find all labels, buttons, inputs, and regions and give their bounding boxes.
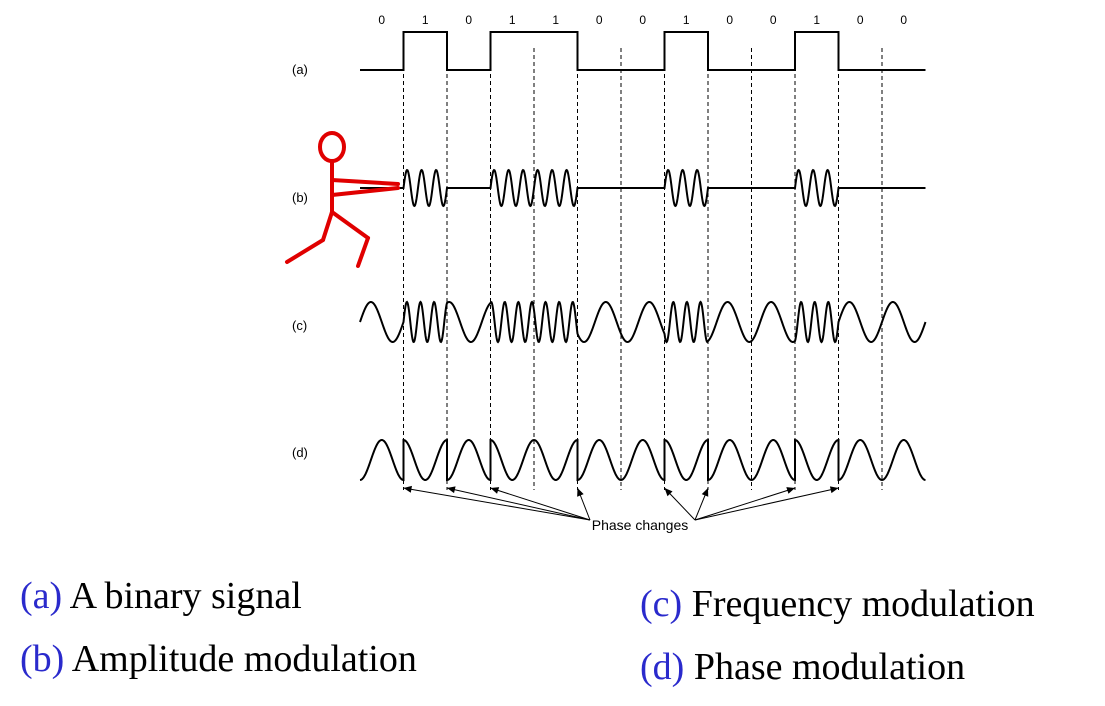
bit-label: 1 bbox=[813, 13, 820, 27]
amplitude-modulation-wave bbox=[360, 168, 926, 208]
phase-change-arrow bbox=[694, 487, 839, 521]
row-label-d: (d) bbox=[292, 445, 308, 460]
caption-a-tag: (a) bbox=[20, 575, 63, 617]
caption-c-text: Frequency modulation bbox=[691, 583, 1035, 625]
row-label-a: (a) bbox=[292, 62, 308, 77]
arrow-head bbox=[447, 486, 456, 494]
caption-a-text: A binary signal bbox=[69, 575, 302, 617]
phase-changes-label: Phase changes bbox=[592, 517, 689, 533]
phase-modulation-wave bbox=[359, 438, 926, 482]
binary-signal-wave bbox=[360, 31, 926, 71]
bit-label: 1 bbox=[552, 13, 559, 27]
caption-d: (d) Phase modulation bbox=[640, 648, 965, 686]
bit-boundary-lines bbox=[403, 32, 883, 490]
row-label-c: (c) bbox=[292, 318, 307, 333]
caption-c-tag: (c) bbox=[640, 583, 683, 625]
bit-label: 1 bbox=[422, 13, 429, 27]
bit-label: 0 bbox=[465, 13, 472, 27]
caption-b-text: Amplitude modulation bbox=[71, 638, 417, 680]
phase-change-arrow bbox=[403, 487, 591, 521]
arrow-head bbox=[490, 487, 500, 494]
bit-label: 1 bbox=[509, 13, 516, 27]
bit-label: 0 bbox=[726, 13, 733, 27]
caption-b-tag: (b) bbox=[20, 638, 65, 680]
caption-a: (a) A binary signal bbox=[20, 577, 302, 615]
arrow-head bbox=[786, 487, 795, 494]
phase-change-arrow bbox=[490, 487, 591, 521]
frequency-modulation-wave bbox=[359, 300, 927, 344]
arrow-head bbox=[577, 488, 584, 497]
row-label-b: (b) bbox=[292, 190, 308, 205]
bit-label: 0 bbox=[378, 13, 385, 27]
modulation-diagram: 0 1 0 1 1 0 0 1 0 0 1 0 0 (a) (b) (c) (d) Phase chan… bbox=[285, 13, 927, 533]
phase-change-arrow bbox=[446, 487, 591, 521]
bit-label: 1 bbox=[683, 13, 690, 27]
stick-figure-icon bbox=[285, 131, 400, 268]
phase-change-arrows bbox=[403, 485, 839, 521]
arrow-head bbox=[829, 486, 839, 494]
bit-labels: 0 1 0 1 1 0 0 1 0 0 1 0 0 bbox=[378, 13, 907, 27]
caption-d-tag: (d) bbox=[640, 646, 685, 688]
bit-label: 0 bbox=[770, 13, 777, 27]
bit-label: 0 bbox=[596, 13, 603, 27]
caption-c: (c) Frequency modulation bbox=[640, 585, 1035, 623]
caption-d-text: Phase modulation bbox=[693, 646, 966, 688]
arrow-head bbox=[403, 485, 412, 493]
caption-b: (b) Amplitude modulation bbox=[20, 640, 417, 678]
arrow-head bbox=[664, 488, 673, 497]
bit-label: 0 bbox=[639, 13, 646, 27]
arrow-head bbox=[701, 488, 709, 497]
phase-change-arrow bbox=[694, 487, 796, 521]
bit-label: 0 bbox=[900, 13, 907, 27]
bit-label: 0 bbox=[857, 13, 864, 27]
